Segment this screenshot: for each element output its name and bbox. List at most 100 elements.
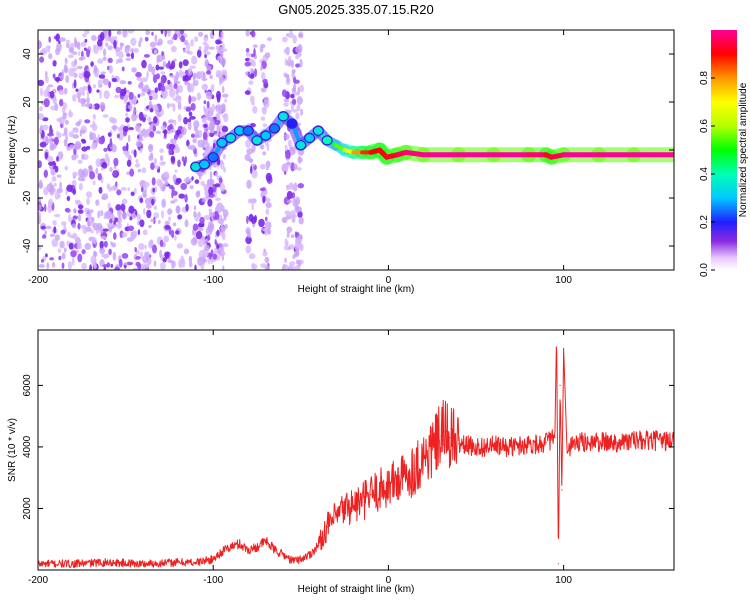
noise-speckle — [223, 166, 227, 173]
noise-speckle — [50, 168, 56, 176]
noise-speckle — [222, 114, 227, 119]
noise-speckle — [84, 103, 92, 108]
noise-speckle — [160, 155, 164, 162]
noise-speckle — [145, 251, 150, 261]
noise-speckle — [130, 191, 135, 197]
noise-speckle — [212, 253, 218, 260]
noise-speckle — [183, 117, 189, 125]
noise-speckle — [84, 30, 90, 35]
noise-speckle — [85, 191, 93, 198]
noise-speckle — [193, 120, 200, 129]
noise-speckle — [113, 157, 119, 167]
noise-speckle — [150, 162, 155, 170]
noise-speckle — [121, 232, 128, 238]
noise-speckle — [283, 245, 289, 251]
x-tick-label: -200 — [28, 275, 48, 286]
noise-speckle — [294, 204, 300, 214]
noise-speckle — [161, 198, 167, 208]
noise-speckle — [98, 74, 106, 79]
noise-speckle — [159, 262, 166, 270]
noise-speckle — [189, 96, 197, 102]
noise-speckle — [216, 229, 220, 237]
noise-speckle — [169, 88, 176, 98]
noise-speckle — [65, 39, 71, 44]
noise-speckle — [193, 36, 199, 42]
noise-speckle — [286, 59, 292, 67]
signal-track-point — [312, 125, 324, 136]
noise-speckle — [52, 220, 57, 226]
snr-data-point — [536, 443, 538, 445]
noise-speckle — [202, 238, 206, 245]
noise-speckle — [152, 244, 157, 254]
noise-speckle — [210, 84, 215, 92]
noise-speckle — [154, 49, 158, 55]
noise-speckle — [260, 263, 267, 268]
noise-speckle — [151, 31, 154, 36]
noise-speckle — [117, 131, 124, 141]
noise-speckle — [182, 49, 187, 53]
noise-speckle — [64, 207, 70, 213]
noise-speckle — [83, 207, 90, 213]
noise-speckle — [259, 163, 266, 170]
noise-speckle — [203, 215, 210, 220]
noise-speckle — [154, 87, 158, 94]
noise-speckle — [181, 71, 186, 76]
noise-speckle — [54, 165, 59, 173]
noise-speckle — [208, 186, 214, 195]
noise-speckle — [203, 183, 209, 190]
noise-speckle — [153, 157, 157, 165]
noise-speckle — [95, 137, 99, 143]
noise-speckle — [63, 127, 68, 135]
noise-speckle — [144, 197, 151, 205]
noise-speckle — [266, 167, 269, 171]
noise-speckle — [53, 182, 57, 187]
noise-speckle — [258, 218, 265, 228]
snr-data-point — [650, 440, 652, 442]
noise-speckle — [189, 83, 195, 91]
noise-speckle — [190, 133, 196, 138]
noise-speckle — [246, 215, 249, 224]
noise-speckle — [90, 255, 97, 264]
noise-speckle — [191, 55, 198, 65]
noise-speckle — [298, 234, 303, 240]
noise-speckle — [252, 44, 258, 48]
noise-speckle — [143, 54, 150, 58]
noise-speckle — [122, 212, 128, 220]
noise-speckle — [49, 90, 55, 99]
noise-speckle — [168, 148, 172, 156]
noise-speckle — [215, 112, 221, 118]
snr-background — [38, 330, 674, 570]
noise-speckle — [175, 88, 179, 96]
snr-data-point — [142, 563, 144, 565]
snr-data-point — [370, 494, 372, 496]
noise-speckle — [149, 131, 155, 138]
noise-speckle — [157, 220, 161, 224]
noise-speckle — [61, 262, 65, 269]
noise-speckle — [110, 186, 117, 191]
noise-speckle — [163, 235, 170, 243]
noise-speckle — [221, 86, 225, 93]
noise-speckle — [291, 185, 297, 191]
noise-speckle — [286, 161, 291, 166]
noise-speckle — [251, 143, 256, 153]
noise-speckle — [66, 195, 71, 202]
noise-speckle — [159, 239, 164, 248]
noise-speckle — [98, 186, 103, 194]
noise-speckle — [153, 212, 160, 219]
noise-speckle — [215, 69, 222, 78]
noise-speckle — [196, 49, 202, 58]
noise-speckle — [291, 98, 297, 106]
noise-speckle — [138, 243, 145, 251]
noise-speckle — [92, 113, 97, 120]
noise-speckle — [289, 261, 296, 266]
noise-speckle — [131, 113, 137, 122]
noise-speckle — [118, 50, 124, 60]
noise-speckle — [261, 72, 266, 80]
signal-track-point — [286, 118, 298, 129]
noise-speckle — [107, 57, 113, 64]
noise-speckle — [77, 204, 84, 210]
noise-speckle — [50, 128, 54, 136]
signal-track-point — [207, 152, 219, 163]
noise-speckle — [194, 134, 200, 139]
noise-speckle — [148, 155, 154, 161]
